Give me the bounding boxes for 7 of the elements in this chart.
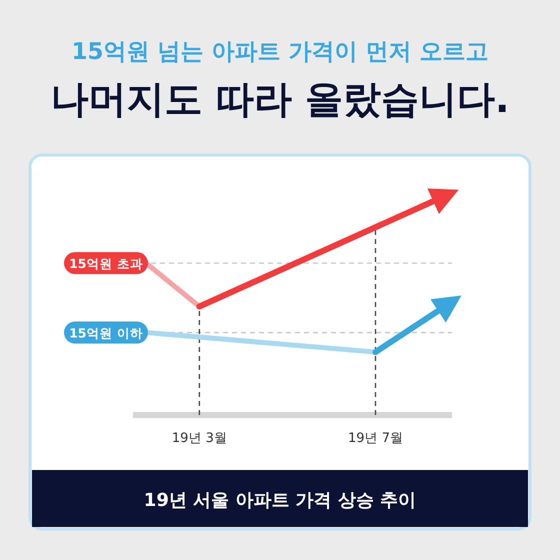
x-tick-label: 19년 3월 bbox=[172, 431, 227, 446]
chart-subtitle: 나머지도 따라 올랐습니다. bbox=[50, 77, 510, 121]
series-label: 15억원 초과 bbox=[69, 256, 143, 272]
series-label: 15억원 이하 bbox=[69, 326, 143, 341]
chart-title: 15억원 넘는 아파트 가격이 먼저 오르고 bbox=[71, 39, 489, 65]
text: 19년 서울 아파트 가격 상승 추이 bbox=[144, 490, 416, 511]
x-tick-label: 19년 7월 bbox=[348, 431, 403, 446]
